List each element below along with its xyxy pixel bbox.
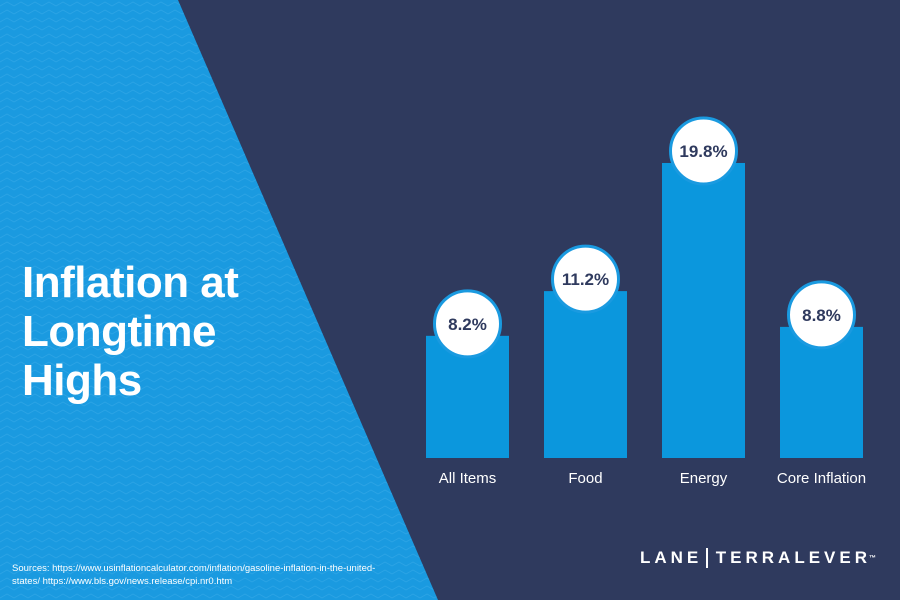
bar-food (544, 291, 627, 458)
value-badge (551, 244, 620, 314)
category-label: Energy (680, 470, 728, 487)
chevron-texture (0, 0, 438, 600)
category-label: Core Inflation (777, 470, 866, 487)
bar-energy (662, 162, 745, 459)
logo-terralever: TERRALEVER (715, 548, 871, 567)
data-label: 8.2% (448, 315, 487, 334)
title-line-2: Longtime (22, 307, 216, 356)
logo-lane: LANE (639, 548, 703, 567)
category-label: All Items (439, 470, 497, 487)
sources-note: Sources: https://www.usinflationcalculat… (12, 563, 376, 587)
page-title: Inflation at Longtime Highs (22, 258, 239, 405)
trademark-mark: ™ (869, 554, 876, 562)
title-line-1: Inflation at (22, 258, 239, 307)
value-badge (669, 116, 738, 186)
value-badge (787, 280, 856, 350)
data-label: 11.2% (562, 270, 609, 289)
data-label: 8.8% (802, 306, 841, 325)
logo-divider (706, 548, 708, 568)
data-label: 19.8% (679, 142, 727, 161)
value-badge (433, 289, 502, 359)
category-label: Food (568, 470, 602, 487)
brand-logo: LANE TERRALEVER ™ (640, 548, 876, 568)
title-line-3: Highs (22, 356, 142, 405)
